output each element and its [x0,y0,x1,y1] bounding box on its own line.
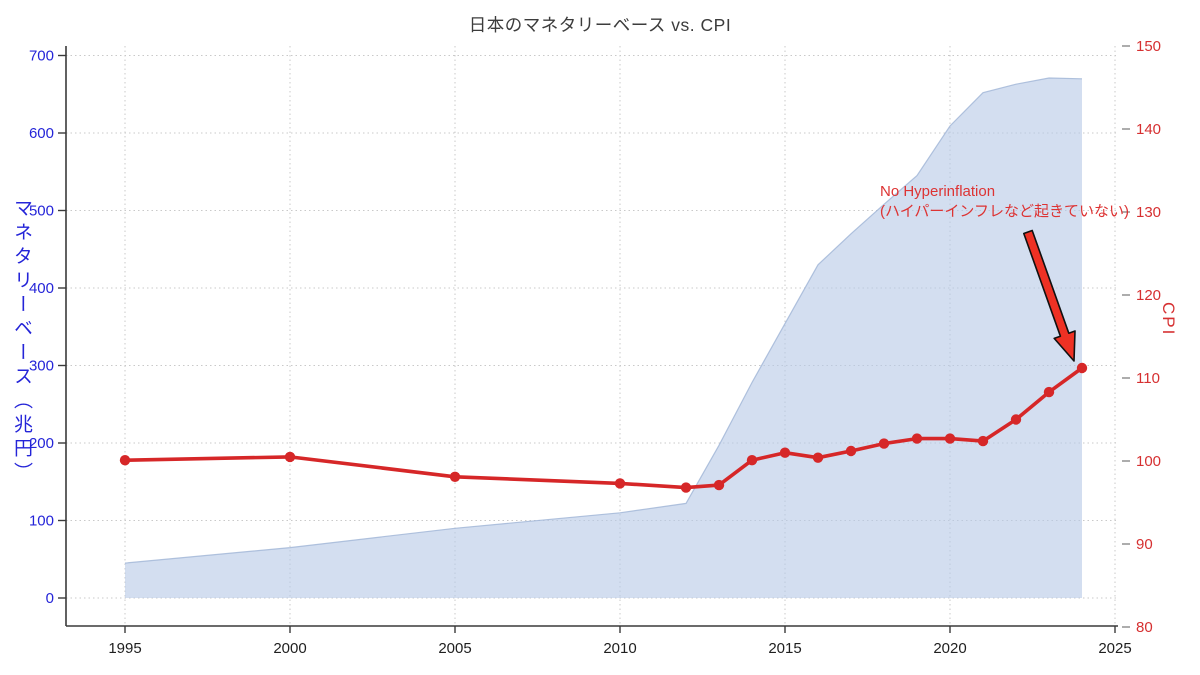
right-tick-label: 110 [1136,370,1160,387]
right-tick-label: 80 [1136,619,1153,636]
right-tick-label: 120 [1136,287,1161,304]
cpi-marker [845,445,857,457]
cpi-marker [977,435,989,447]
annotation-line2: (ハイパーインフレなど起きていない) [880,203,1129,220]
left-tick-label: 500 [29,203,54,220]
annotation-line1: No Hyperinflation [880,183,996,200]
cpi-marker [284,451,296,463]
left-tick-label: 0 [46,590,54,607]
x-tick-label: 2020 [933,640,966,657]
cpi-marker [1076,362,1088,374]
cpi-marker [944,433,956,444]
annotation-arrow [1022,229,1076,362]
x-tick-label: 1995 [108,640,141,657]
x-tick-label: 2025 [1098,640,1131,657]
cpi-marker [119,455,131,466]
cpi-marker [779,447,791,458]
right-tick-label: 100 [1136,453,1161,470]
cpi-marker [713,479,725,491]
x-tick-label: 2005 [438,640,471,657]
right-axis-title: CPI [1159,302,1178,337]
left-tick-label: 700 [29,48,54,65]
right-tick-label: 140 [1136,121,1161,138]
monetary-base-area-edge [124,77,1083,564]
left-tick-label: 600 [29,125,54,142]
left-tick-label: 200 [29,435,54,452]
annotation-text: No Hyperinflation (ハイパーインフレなど起きていない) [880,182,1129,222]
right-tick-label: 90 [1136,536,1153,553]
cpi-marker [1043,386,1055,398]
cpi-marker [614,478,626,489]
cpi-marker [878,438,890,449]
left-tick-label: 400 [29,280,54,297]
left-axis-title: マネタリーベース（兆円） [11,198,32,486]
cpi-marker [746,455,758,466]
right-tick-label: 150 [1136,38,1161,55]
x-tick-label: 2000 [273,640,306,657]
left-tick-label: 300 [29,358,54,375]
x-tick-label: 2015 [768,640,801,657]
x-tick-label: 2010 [603,640,636,657]
cpi-marker [911,433,923,444]
cpi-marker [1010,414,1022,425]
cpi-marker [812,452,824,463]
monetary-base-area [125,78,1082,598]
chart-title: 日本のマネタリーベース vs. CPI [468,15,732,35]
cpi-marker [449,471,461,482]
right-tick-label: 130 [1136,204,1161,221]
left-tick-label: 100 [29,513,54,530]
cpi-marker [680,482,692,493]
